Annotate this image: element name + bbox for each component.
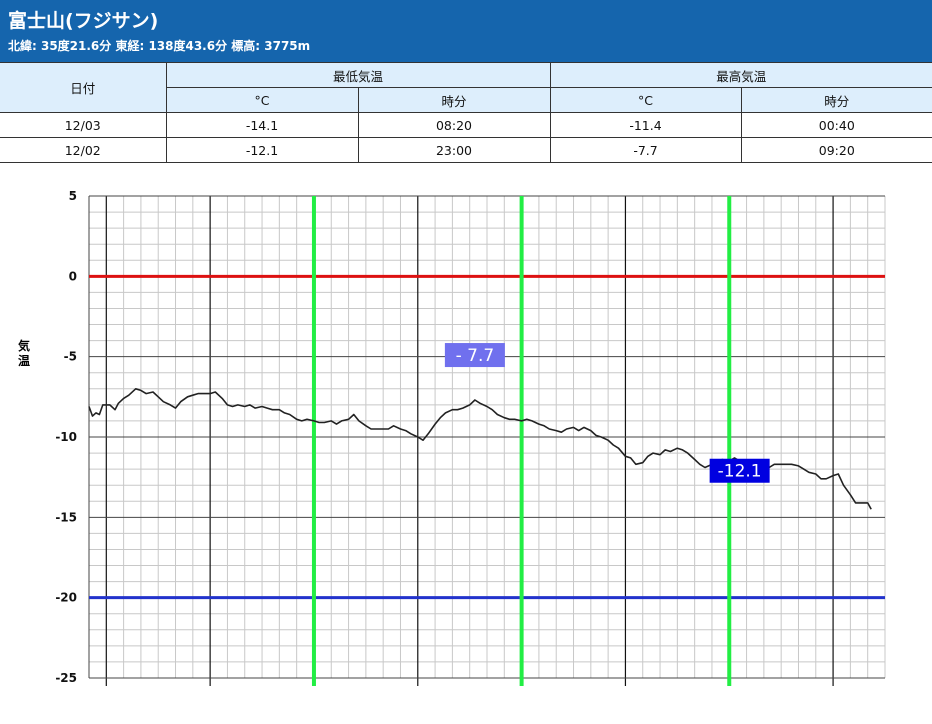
chart-vertical-markers — [311, 196, 732, 686]
y-axis-label-char: 温 — [18, 354, 30, 368]
row-max-temp: -7.7 — [549, 137, 742, 163]
temperature-chart: 5 0 -5 -10 -15 -20 -25 - 7.7 -12.1 気温 — [18, 189, 886, 686]
row-max-temp: -11.4 — [549, 112, 742, 138]
station-title: 富士山(フジサン) — [8, 10, 159, 32]
y-tick-label: -25 — [55, 671, 77, 685]
row-min-temp: -14.1 — [165, 112, 359, 138]
y-tick-label: -10 — [55, 430, 77, 444]
row-max-time: 00:40 — [740, 112, 932, 138]
row-min-time: 08:20 — [357, 112, 551, 138]
station-header: 富士山(フジサン) 北緯: 35度21.6分 東経: 138度43.6分 標高:… — [0, 0, 932, 62]
y-tick-label: 0 — [69, 269, 77, 283]
annotation-box — [709, 458, 770, 483]
row-min-time: 23:00 — [357, 137, 551, 163]
chart-y-ticks: 5 0 -5 -10 -15 -20 -25 — [55, 189, 77, 685]
annotation-label: - 7.7 — [456, 346, 495, 366]
station-info: 北緯: 35度21.6分 東経: 138度43.6分 標高: 3775m — [8, 39, 311, 53]
row-date: 12/02 — [0, 137, 167, 163]
chart-annotations: - 7.7 -12.1 — [444, 343, 770, 483]
max-temp-group-header: 最高気温 — [549, 62, 932, 88]
min-temp-group-header: 最低気温 — [165, 62, 551, 88]
temperature-summary-table: 日付 最低気温 最高気温 °C 時分 °C 時分 12/03 -14.1 08:… — [0, 62, 932, 163]
row-max-time: 09:20 — [740, 137, 932, 163]
y-tick-label: -15 — [55, 510, 77, 524]
table-row: 12/03 -14.1 08:20 -11.4 00:40 — [0, 112, 932, 138]
row-min-temp: -12.1 — [165, 137, 359, 163]
max-celsius-header: °C — [549, 87, 742, 113]
annotation-box — [444, 343, 505, 368]
chart-reference-lines — [89, 274, 885, 600]
min-celsius-header: °C — [166, 87, 359, 113]
annotation-label: -12.1 — [718, 462, 762, 482]
y-tick-label: 5 — [69, 189, 77, 203]
row-date: 12/03 — [0, 112, 167, 138]
y-tick-label: -5 — [64, 350, 77, 364]
y-axis-label: 気温 — [18, 338, 30, 368]
min-time-header: 時分 — [357, 87, 551, 113]
max-time-header: 時分 — [740, 87, 932, 113]
table-row: 12/02 -12.1 23:00 -7.7 09:20 — [0, 137, 932, 163]
date-column-header: 日付 — [0, 62, 167, 113]
y-tick-label: -20 — [55, 591, 77, 605]
y-axis-label-char: 気 — [18, 338, 30, 353]
